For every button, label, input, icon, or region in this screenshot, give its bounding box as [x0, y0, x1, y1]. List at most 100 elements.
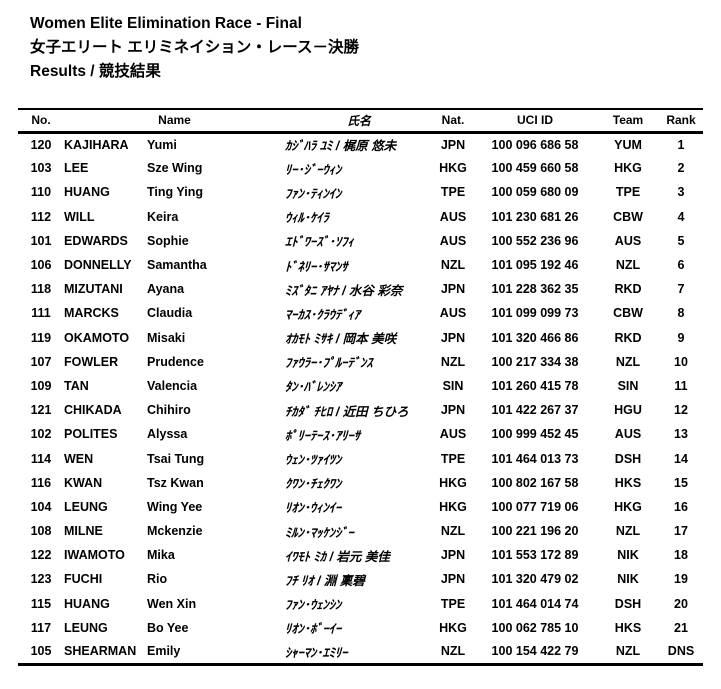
- uci-id-cell: 100 459 660 58: [491, 161, 579, 176]
- uci-id-cell: 101 422 267 37: [491, 403, 579, 418]
- rider-number-cell: 107: [30, 354, 52, 369]
- japanese-name-cell: ﾘｵﾝ･ｳｨﾝｲｰ: [285, 501, 342, 516]
- team-cell: NZL: [615, 524, 641, 539]
- table-row: 120 KAJIHARA Yumi ｶｼﾞﾊﾗ ﾕﾐ / 梶原 悠未 JPN 1…: [18, 132, 703, 156]
- rider-number-cell: 123: [30, 572, 52, 587]
- team-cell: HGU: [614, 403, 642, 418]
- japanese-name-cell: ﾌｧﾝ･ﾃｨﾝｲﾝ: [285, 186, 342, 201]
- column-header-rank: Rank: [666, 113, 696, 128]
- japanese-name-cell: ﾄﾞﾈﾘｰ･ｻﾏﾝｻ: [285, 259, 348, 274]
- rank-cell: 19: [674, 572, 688, 587]
- japanese-name-cell: ｸﾜﾝ･ﾁｪｸﾜﾝ: [285, 477, 342, 492]
- rider-number-cell: 114: [30, 451, 52, 466]
- rider-number-cell: 115: [30, 596, 52, 611]
- japanese-name-cell: ﾌﾁ ﾘｵ / 淵 稟碧: [285, 573, 365, 588]
- first-name-cell: Tsai Tung: [147, 451, 205, 466]
- results-table: No. Name 氏名 Nat. UCI ID Team Rank 120 KA…: [18, 108, 703, 666]
- uci-id-cell: 101 464 013 73: [491, 451, 579, 466]
- first-name-cell: Sophie: [147, 233, 189, 248]
- team-cell: CBW: [613, 306, 643, 321]
- first-name-cell: Sze Wing: [147, 161, 203, 176]
- nationality-cell: JPN: [440, 282, 466, 297]
- table-row: 110 HUANG Ting Ying ﾌｧﾝ･ﾃｨﾝｲﾝ TPE 100 05…: [18, 180, 703, 204]
- nationality-cell: NZL: [440, 258, 466, 273]
- rider-number-cell: 112: [30, 209, 52, 224]
- table-row: 116 KWAN Tsz Kwan ｸﾜﾝ･ﾁｪｸﾜﾝ HKG 100 802 …: [18, 471, 703, 495]
- column-header-name-ja: 氏名: [346, 113, 371, 128]
- table-row: 117 LEUNG Bo Yee ﾘｵﾝ･ﾎﾞｰｲｰ HKG 100 062 7…: [18, 616, 703, 640]
- rider-number-cell: 106: [30, 258, 52, 273]
- rank-cell: 5: [677, 233, 685, 248]
- first-name-cell: Misaki: [147, 330, 186, 345]
- nationality-cell: HKG: [439, 620, 467, 635]
- team-cell: DSH: [614, 451, 642, 466]
- uci-id-cell: 101 320 466 86: [491, 330, 579, 345]
- column-header-name: Name: [158, 113, 191, 128]
- nationality-cell: JPN: [440, 330, 466, 345]
- rank-cell: 18: [674, 548, 688, 563]
- rank-cell: 1: [677, 137, 685, 152]
- team-cell: AUS: [614, 233, 642, 248]
- japanese-name-cell: ﾁｶﾀﾞ ﾁﾋﾛ / 近田 ちひろ: [285, 404, 409, 419]
- nationality-cell: SIN: [442, 378, 464, 393]
- table-row: 123 FUCHI Rio ﾌﾁ ﾘｵ / 淵 稟碧 JPN 101 320 4…: [18, 567, 703, 591]
- rank-cell: 14: [674, 451, 688, 466]
- race-title-japanese: 女子エリート エリミネイション・レース－決勝: [30, 39, 360, 56]
- table-row: 104 LEUNG Wing Yee ﾘｵﾝ･ｳｨﾝｲｰ HKG 100 077…: [18, 495, 703, 519]
- table-row: 122 IWAMOTO Mika ｲﾜﾓﾄ ﾐｶ / 岩元 美佳 JPN 101…: [18, 543, 703, 567]
- uci-id-cell: 100 221 196 20: [491, 524, 579, 539]
- rank-cell: 13: [674, 427, 688, 442]
- japanese-name-cell: ﾐﾙﾝ･ﾏｯｹﾝｼﾞｰ: [285, 525, 354, 540]
- last-name-cell: WILL: [64, 209, 95, 224]
- nationality-cell: AUS: [439, 209, 467, 224]
- nationality-cell: JPN: [440, 548, 466, 563]
- japanese-name-cell: ｼｬｰﾏﾝ･ｴﾐﾘｰ: [285, 645, 348, 660]
- uci-id-cell: 100 059 680 09: [491, 185, 579, 200]
- race-title-english: Women Elite Elimination Race - Final: [30, 15, 302, 32]
- last-name-cell: LEUNG: [64, 499, 108, 514]
- table-row: 112 WILL Keira ｳｨﾙ･ｹｲﾗ AUS 101 230 681 2…: [18, 205, 703, 229]
- rank-cell: 17: [674, 524, 688, 539]
- first-name-cell: Ting Ying: [147, 185, 204, 200]
- first-name-cell: Prudence: [147, 354, 204, 369]
- japanese-name-cell: ｵｶﾓﾄ ﾐｻｷ / 岡本 美咲: [285, 332, 397, 347]
- japanese-name-cell: ｲﾜﾓﾄ ﾐｶ / 岩元 美佳: [285, 549, 390, 564]
- rider-number-cell: 121: [30, 403, 52, 418]
- uci-id-cell: 101 099 099 73: [491, 306, 579, 321]
- last-name-cell: POLITES: [64, 427, 118, 442]
- table-row: 115 HUANG Wen Xin ﾌｧﾝ･ｳｪﾝｼﾝ TPE 101 464 …: [18, 592, 703, 616]
- nationality-cell: NZL: [440, 644, 466, 659]
- uci-id-cell: 100 802 167 58: [491, 475, 579, 490]
- nationality-cell: AUS: [439, 233, 467, 248]
- last-name-cell: LEE: [64, 161, 89, 176]
- japanese-name-cell: ｳｪﾝ･ﾂｧｲﾂﾝ: [285, 453, 342, 468]
- japanese-name-cell: ｴﾄﾞﾜｰｽﾞ･ｿﾌｨ: [285, 235, 354, 250]
- first-name-cell: Mika: [147, 548, 175, 563]
- results-table-body: 120 KAJIHARA Yumi ｶｼﾞﾊﾗ ﾕﾐ / 梶原 悠未 JPN 1…: [18, 132, 703, 664]
- japanese-name-cell: ｳｨﾙ･ｹｲﾗ: [285, 211, 329, 226]
- rank-cell: 6: [677, 258, 685, 273]
- first-name-cell: Claudia: [147, 306, 193, 321]
- team-cell: NIK: [617, 572, 639, 587]
- last-name-cell: MIZUTANI: [64, 282, 123, 297]
- table-row: 102 POLITES Alyssa ﾎﾟﾘｰﾃｰｽ･ｱﾘｰｻ AUS 100 …: [18, 422, 703, 446]
- table-row: 111 MARCKS Claudia ﾏｰｶｽ･ｸﾗｳﾃﾞｨｱ AUS 101 …: [18, 301, 703, 325]
- first-name-cell: Bo Yee: [147, 620, 189, 635]
- japanese-name-cell: ﾀﾝ･ﾊﾞﾚﾝｼｱ: [285, 380, 342, 395]
- uci-id-cell: 100 096 686 58: [491, 137, 579, 152]
- team-cell: AUS: [614, 427, 642, 442]
- column-header-uci-id: UCI ID: [517, 113, 553, 128]
- team-cell: RKD: [614, 282, 642, 297]
- table-row: 119 OKAMOTO Misaki ｵｶﾓﾄ ﾐｻｷ / 岡本 美咲 JPN …: [18, 326, 703, 350]
- uci-id-cell: 101 260 415 78: [491, 378, 579, 393]
- table-row: 118 MIZUTANI Ayana ﾐｽﾞﾀﾆ ｱﾔﾅ / 水谷 彩奈 JPN…: [18, 277, 703, 301]
- nationality-cell: TPE: [440, 451, 466, 466]
- team-cell: TPE: [615, 185, 641, 200]
- team-cell: NIK: [617, 548, 639, 563]
- japanese-name-cell: ﾌｧｳﾗｰ･ﾌﾟﾙｰﾃﾞﾝｽ: [285, 356, 373, 371]
- japanese-name-cell: ﾎﾟﾘｰﾃｰｽ･ｱﾘｰｻ: [285, 428, 361, 443]
- first-name-cell: Wing Yee: [147, 499, 203, 514]
- rank-cell: 12: [674, 403, 688, 418]
- rider-number-cell: 110: [30, 185, 52, 200]
